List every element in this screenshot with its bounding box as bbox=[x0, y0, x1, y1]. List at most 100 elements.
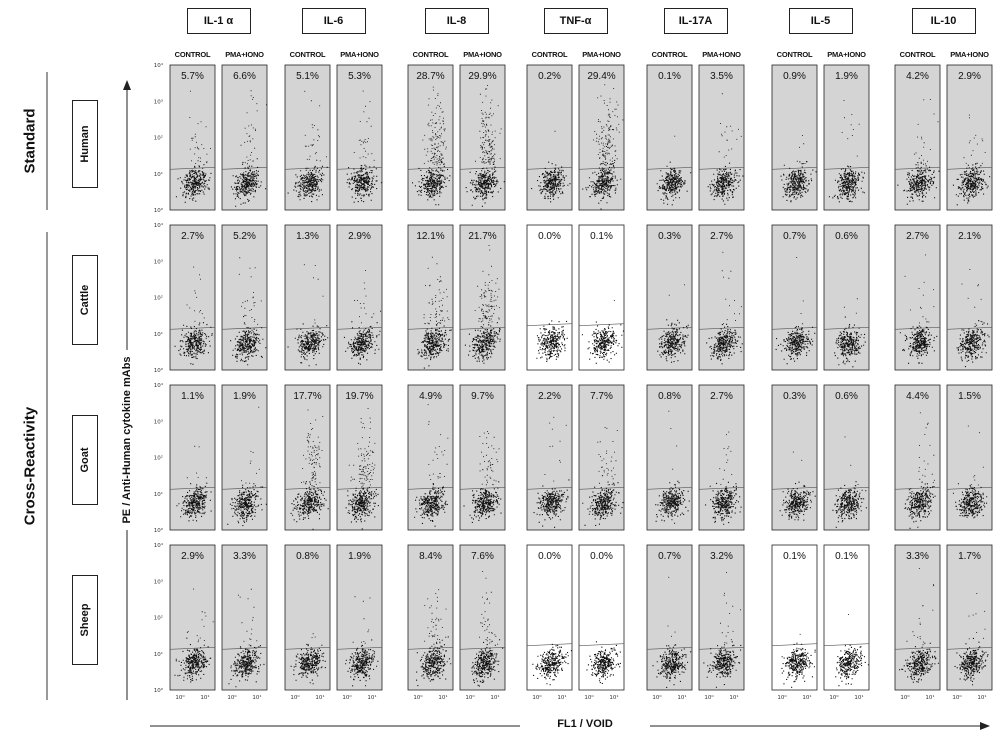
panel-goat-0-1 bbox=[222, 385, 267, 530]
panel-sheep-6-0 bbox=[895, 545, 940, 690]
y-axis-label: PE / Anti-Human cytokine mAbs bbox=[121, 356, 133, 523]
x-tick-label: 10⁰ bbox=[952, 694, 962, 701]
condition-label: PMA+IONO bbox=[332, 50, 388, 59]
condition-label: CONTROL bbox=[522, 50, 578, 59]
species-label-sheep: Sheep bbox=[72, 575, 98, 665]
panel-goat-4-0 bbox=[647, 385, 692, 530]
percentage-label: 2.9% bbox=[181, 551, 204, 562]
y-axis-arrowhead bbox=[123, 80, 131, 90]
cytokine-header-2: IL-8 bbox=[425, 8, 489, 34]
y-tick-label: 10² bbox=[154, 295, 163, 302]
condition-label: PMA+IONO bbox=[819, 50, 875, 59]
percentage-label: 7.7% bbox=[590, 391, 613, 402]
percentage-label: 2.9% bbox=[348, 231, 371, 242]
percentage-label: 0.9% bbox=[783, 71, 806, 82]
x-tick-label: 10⁰ bbox=[227, 694, 237, 701]
y-tick-label: 10¹ bbox=[154, 491, 163, 498]
x-tick-label: 10¹ bbox=[854, 694, 863, 701]
panel-human-5-0 bbox=[772, 65, 817, 210]
condition-label: CONTROL bbox=[767, 50, 823, 59]
x-tick-label: 10⁰ bbox=[704, 694, 714, 701]
percentage-label: 7.6% bbox=[471, 551, 494, 562]
percentage-label: 5.1% bbox=[296, 71, 319, 82]
panel-cattle-1-1 bbox=[337, 225, 382, 370]
panel-sheep-3-1 bbox=[579, 545, 624, 690]
percentage-label: 1.7% bbox=[958, 551, 981, 562]
percentage-label: 0.3% bbox=[783, 391, 806, 402]
group-label-1: Cross-Reactivity bbox=[22, 407, 39, 525]
x-tick-label: 10¹ bbox=[729, 694, 738, 701]
x-tick-label: 10¹ bbox=[200, 694, 209, 701]
x-tick-label: 10¹ bbox=[802, 694, 811, 701]
x-tick-label: 10¹ bbox=[315, 694, 324, 701]
panel-human-3-0 bbox=[527, 65, 572, 210]
y-tick-label: 10³ bbox=[154, 418, 163, 425]
cytokine-header-3: TNF-α bbox=[544, 8, 608, 34]
x-tick-label: 10⁰ bbox=[342, 694, 352, 701]
condition-label: PMA+IONO bbox=[455, 50, 511, 59]
percentage-label: 0.1% bbox=[835, 551, 858, 562]
y-tick-label: 10⁴ bbox=[154, 62, 164, 69]
x-tick-label: 10¹ bbox=[252, 694, 261, 701]
percentage-label: 3.3% bbox=[906, 551, 929, 562]
x-tick-label: 10⁰ bbox=[584, 694, 594, 701]
percentage-label: 29.4% bbox=[587, 71, 615, 82]
percentage-label: 0.1% bbox=[658, 71, 681, 82]
x-tick-label: 10¹ bbox=[977, 694, 986, 701]
species-label-text: Sheep bbox=[79, 603, 91, 636]
x-tick-label: 10⁰ bbox=[290, 694, 300, 701]
condition-label: PMA+IONO bbox=[942, 50, 998, 59]
species-label-goat: Goat bbox=[72, 415, 98, 505]
percentage-label: 2.9% bbox=[958, 71, 981, 82]
percentage-label: 8.4% bbox=[419, 551, 442, 562]
y-tick-label: 10³ bbox=[154, 258, 163, 265]
panel-cattle-5-1 bbox=[824, 225, 869, 370]
y-tick-label: 10³ bbox=[154, 578, 163, 585]
species-label-text: Goat bbox=[79, 447, 91, 472]
percentage-label: 1.9% bbox=[835, 71, 858, 82]
y-tick-label: 10⁴ bbox=[154, 382, 164, 389]
x-tick-label: 10⁰ bbox=[532, 694, 542, 701]
percentage-label: 4.9% bbox=[419, 391, 442, 402]
percentage-label: 0.8% bbox=[658, 391, 681, 402]
condition-label: CONTROL bbox=[403, 50, 459, 59]
x-tick-label: 10⁰ bbox=[175, 694, 185, 701]
x-tick-label: 10¹ bbox=[367, 694, 376, 701]
percentage-label: 2.7% bbox=[710, 391, 733, 402]
percentage-label: 0.0% bbox=[538, 231, 561, 242]
condition-label: CONTROL bbox=[165, 50, 221, 59]
panel-cattle-6-1 bbox=[947, 225, 992, 370]
percentage-label: 0.7% bbox=[658, 551, 681, 562]
x-tick-label: 10¹ bbox=[925, 694, 934, 701]
percentage-label: 0.0% bbox=[590, 551, 613, 562]
x-tick-label: 10¹ bbox=[609, 694, 618, 701]
y-tick-label: 10² bbox=[154, 455, 163, 462]
percentage-label: 3.2% bbox=[710, 551, 733, 562]
percentage-label: 2.1% bbox=[958, 231, 981, 242]
panel-sheep-5-1 bbox=[824, 545, 869, 690]
percentage-label: 1.3% bbox=[296, 231, 319, 242]
percentage-label: 2.7% bbox=[906, 231, 929, 242]
percentage-label: 5.7% bbox=[181, 71, 204, 82]
y-tick-label: 10³ bbox=[154, 98, 163, 105]
condition-label: PMA+IONO bbox=[574, 50, 630, 59]
percentage-label: 17.7% bbox=[293, 391, 321, 402]
cytokine-header-4: IL-17A bbox=[664, 8, 728, 34]
panel-sheep-5-0 bbox=[772, 545, 817, 690]
cytokine-header-1: IL-6 bbox=[302, 8, 366, 34]
percentage-label: 12.1% bbox=[416, 231, 444, 242]
panel-goat-6-0 bbox=[895, 385, 940, 530]
percentage-label: 0.0% bbox=[538, 551, 561, 562]
percentage-label: 1.1% bbox=[181, 391, 204, 402]
percentage-label: 0.6% bbox=[835, 231, 858, 242]
percentage-label: 3.5% bbox=[710, 71, 733, 82]
condition-label: PMA+IONO bbox=[217, 50, 273, 59]
cytokine-header-5: IL-5 bbox=[789, 8, 853, 34]
condition-label: CONTROL bbox=[890, 50, 946, 59]
panel-sheep-6-1 bbox=[947, 545, 992, 690]
x-axis-label: FL1 / VOID bbox=[557, 718, 613, 730]
y-tick-label: 10² bbox=[154, 615, 163, 622]
percentage-label: 4.4% bbox=[906, 391, 929, 402]
panel-cattle-5-0 bbox=[772, 225, 817, 370]
